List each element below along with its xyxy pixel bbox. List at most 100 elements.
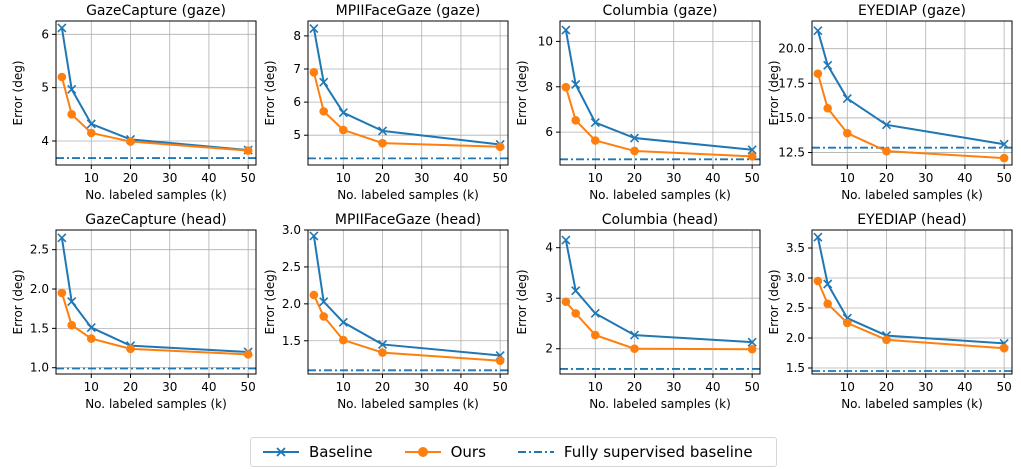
ours-point xyxy=(747,344,757,354)
ours-point xyxy=(126,344,135,354)
y-tick-label: 1.5 xyxy=(786,361,805,375)
x-axis-label: No. labeled samples (k) xyxy=(841,188,983,202)
ours-series-line xyxy=(816,73,1005,160)
y-tick-label: 1.5 xyxy=(30,321,49,335)
subplot-1: 10 20 30 40 50 4 5 6 GazeCapture (gaze) No. label… xyxy=(11,3,257,202)
baseline-point xyxy=(57,23,67,33)
y-axis-label: Error (deg) xyxy=(515,269,529,334)
baseline-point xyxy=(319,297,329,307)
baseline-point xyxy=(67,84,77,94)
x-tick-label: 40 xyxy=(201,380,216,394)
x-tick-label: 40 xyxy=(705,171,720,185)
y-tick-label: 4 xyxy=(545,241,553,255)
legend-baseline-swatch xyxy=(263,447,299,457)
ours-point xyxy=(571,116,580,125)
y-tick-label: 20.0 xyxy=(778,42,805,56)
ours-point xyxy=(561,82,571,92)
baseline-point xyxy=(86,323,96,333)
subplot-4: 10 20 30 40 50 12.5 15.0 17.5 20.0 EYEDIAP (gaze)… xyxy=(767,3,1013,202)
plot-frame xyxy=(307,229,509,375)
ours-point xyxy=(882,146,891,156)
x-tick-label: 10 xyxy=(84,380,99,394)
plot-frame xyxy=(55,20,257,166)
y-tick-label: 3.0 xyxy=(282,223,301,237)
subplot-8: 10 20 30 40 50 1.5 2.0 2.5 3.0 3.5 EYEDIAP (head) N… xyxy=(767,212,1013,411)
y-tick-label: 2.0 xyxy=(282,297,301,311)
ours-series-line xyxy=(565,301,753,351)
y-axis-label: Error (deg) xyxy=(11,269,25,334)
y-axis-label: Error (deg) xyxy=(263,269,277,334)
x-tick-label: 20 xyxy=(123,171,138,185)
baseline-point xyxy=(57,233,67,243)
y-tick-label: 15.0 xyxy=(778,111,805,125)
subplot-title: MPIIFaceGaze (gaze) xyxy=(336,3,481,19)
y-axis-label: Error (deg) xyxy=(263,60,277,125)
y-tick-label: 8 xyxy=(293,29,301,43)
ours-point xyxy=(86,334,96,343)
ours-point xyxy=(823,103,832,113)
subplot-6: 10 20 30 40 50 1.5 2.0 2.5 3.0 MPIIFaceGaze (head… xyxy=(263,212,509,411)
baseline-point xyxy=(813,232,823,242)
y-tick-label: 3.5 xyxy=(786,241,805,255)
ours-point xyxy=(999,153,1009,163)
x-axis-label: No. labeled samples (k) xyxy=(589,397,731,411)
baseline-point xyxy=(561,235,571,245)
subplot-title: MPIIFaceGaze (head) xyxy=(335,212,481,228)
y-tick-label: 3 xyxy=(545,291,553,305)
x-tick-label: 20 xyxy=(879,380,894,394)
y-tick-label: 1.5 xyxy=(282,334,301,348)
y-axis-label: Error (deg) xyxy=(767,60,781,125)
baseline-point xyxy=(842,93,852,104)
plot-frame xyxy=(55,229,257,375)
ours-point xyxy=(823,299,832,309)
y-tick-label: 6 xyxy=(41,27,49,41)
ours-point xyxy=(378,348,387,357)
ours-point xyxy=(882,335,891,345)
legend-ours-swatch xyxy=(404,447,441,457)
ours-point xyxy=(338,335,348,345)
x-tick-label: 50 xyxy=(997,171,1012,185)
ours-point xyxy=(842,128,852,138)
baseline-series-line xyxy=(816,236,1005,345)
x-tick-label: 10 xyxy=(840,171,855,185)
x-tick-label: 30 xyxy=(414,171,429,185)
legend-fully-supervised-label: Fully supervised baseline xyxy=(563,443,753,461)
y-tick-label: 10 xyxy=(538,34,553,48)
y-axis-label: Error (deg) xyxy=(11,60,25,125)
y-tick-label: 6 xyxy=(293,95,301,109)
x-tick-label: 20 xyxy=(375,380,390,394)
legend-fully-supervised-swatch xyxy=(517,451,554,453)
y-tick-label: 5 xyxy=(293,128,301,142)
legend-item-fully-supervised: Fully supervised baseline xyxy=(517,443,753,461)
y-tick-label: 2 xyxy=(545,342,553,356)
x-tick-label: 50 xyxy=(493,380,508,394)
ours-point xyxy=(86,128,96,138)
ours-point xyxy=(319,312,328,321)
y-tick-label: 4 xyxy=(41,134,49,148)
x-tick-label: 30 xyxy=(414,380,429,394)
x-tick-label: 10 xyxy=(336,171,351,185)
subplot-5: 10 20 30 40 50 1.0 1.5 2.0 2.5 GazeCapture (head)… xyxy=(11,212,257,411)
ours-point xyxy=(495,356,505,366)
plot-frame xyxy=(559,229,761,375)
x-tick-label: 50 xyxy=(241,380,256,394)
baseline-point xyxy=(590,308,600,318)
x-tick-label: 10 xyxy=(588,380,603,394)
subplot-title: GazeCapture (gaze) xyxy=(86,3,226,19)
x-axis-label: No. labeled samples (k) xyxy=(85,188,227,202)
baseline-point xyxy=(629,330,640,340)
baseline-point xyxy=(823,60,833,70)
x-tick-label: 20 xyxy=(627,380,642,394)
y-tick-label: 2.5 xyxy=(30,243,49,257)
ours-point xyxy=(309,68,319,77)
x-axis-label: No. labeled samples (k) xyxy=(85,397,227,411)
subplot-title: EYEDIAP (gaze) xyxy=(858,3,966,19)
x-tick-label: 50 xyxy=(745,171,760,185)
ours-point xyxy=(67,110,76,119)
x-tick-label: 50 xyxy=(997,380,1012,394)
x-tick-label: 40 xyxy=(957,171,972,185)
y-tick-label: 17.5 xyxy=(778,76,805,90)
x-tick-label: 50 xyxy=(493,171,508,185)
legend-baseline-label: Baseline xyxy=(309,443,373,461)
x-tick-label: 30 xyxy=(918,171,933,185)
